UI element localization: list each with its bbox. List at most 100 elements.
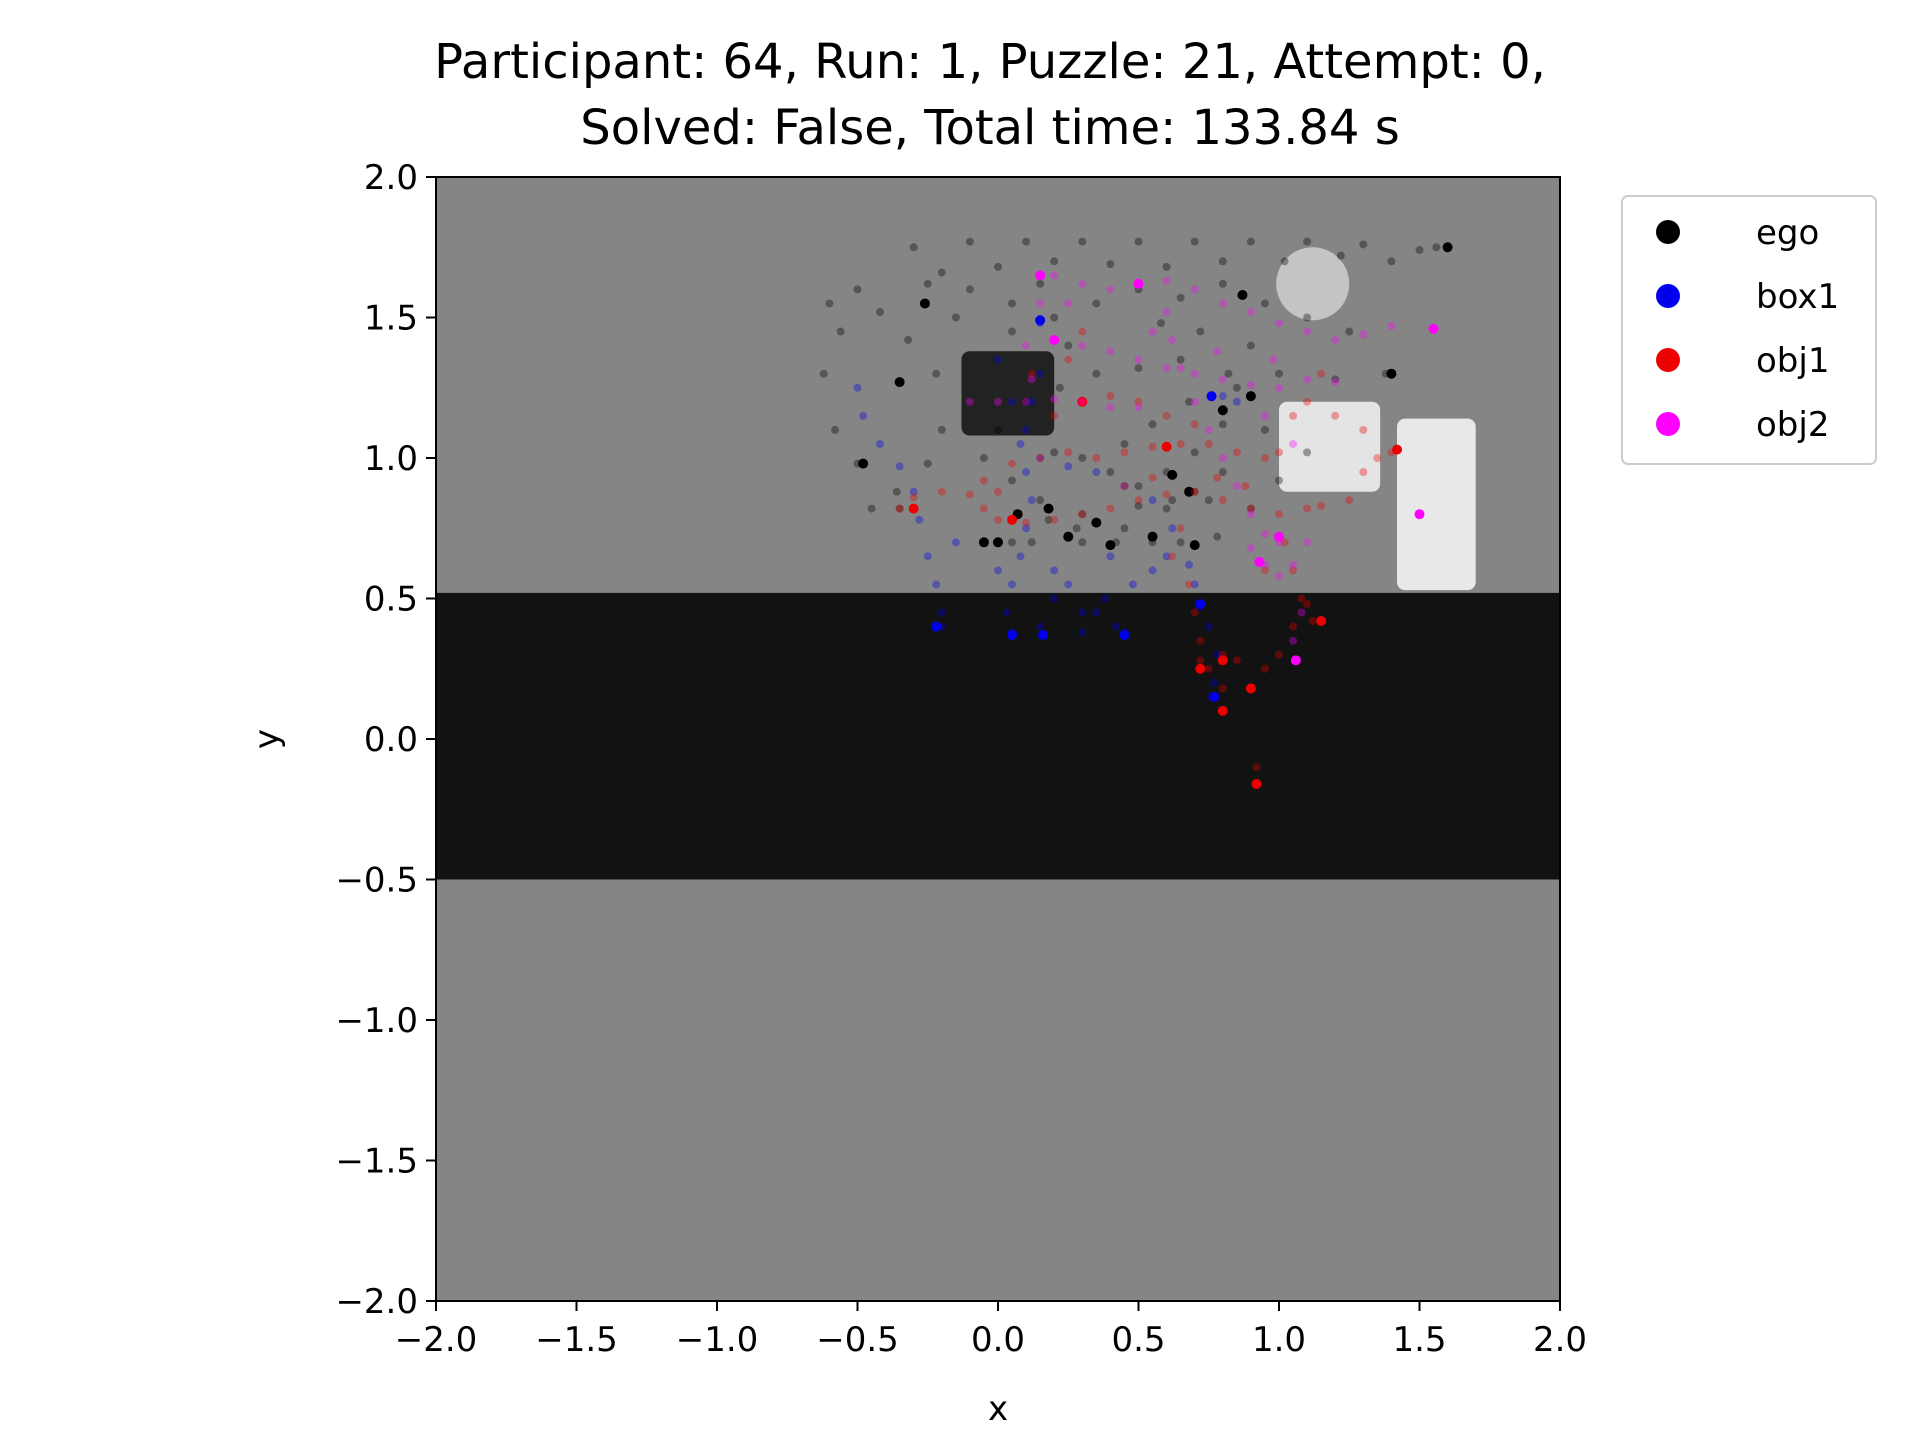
point-ego [1078,538,1087,547]
point-ego [1303,448,1312,457]
point-box1 [909,487,918,496]
point-ego [1022,397,1031,406]
point-ego [1246,504,1255,513]
point-box1 [1027,496,1036,505]
point-obj2 [1275,383,1283,392]
point-obj1 [895,504,904,513]
point-ego [1280,257,1289,266]
x-tick-label: 2.0 [1533,1320,1587,1360]
point-ego [1190,237,1199,246]
point-obj1 [1007,514,1018,525]
point-obj1 [1251,778,1262,789]
point-ego [1036,496,1045,505]
point-ego [1120,524,1129,533]
point-ego [951,313,960,322]
point-obj2 [1148,327,1157,336]
point-obj2 [1218,454,1227,462]
point-obj2 [1078,397,1087,406]
point-obj2 [1050,394,1059,403]
point-box1 [923,552,932,561]
point-ego [1237,290,1248,301]
x-axis-label: x [988,1389,1008,1429]
point-ego [1275,369,1283,378]
point-ego [1044,515,1053,524]
point-obj1 [1162,411,1171,420]
point-obj2 [1303,538,1312,547]
point-ego [1063,531,1074,542]
point-box1 [994,566,1002,575]
point-ego [937,268,946,277]
point-obj2 [1275,572,1283,581]
point-box1 [895,462,904,471]
x-tick-label: 1.5 [1392,1320,1446,1360]
point-box1 [1016,439,1025,448]
point-box1 [1204,622,1213,631]
point-ego [1167,469,1178,480]
point-obj1 [1252,763,1261,772]
point-obj1 [1260,566,1269,575]
series-ego [819,237,1453,551]
point-obj1 [1148,442,1157,451]
point-obj2 [1246,380,1255,389]
point-box1 [1035,315,1046,326]
point-obj1 [1162,490,1171,499]
point-obj1 [1190,608,1199,617]
x-tick-label: −2.0 [395,1320,478,1360]
point-ego [1213,532,1222,541]
point-box1 [1100,594,1109,603]
point-ego [1050,257,1059,266]
point-ego [1189,540,1200,551]
point-obj2 [1168,335,1177,344]
point-obj2 [1331,335,1340,344]
point-box1 [1148,566,1157,575]
point-obj1 [1245,683,1256,694]
light-box-1 [1279,401,1381,492]
legend-marker-box1 [1656,284,1680,308]
point-obj2 [1078,279,1087,288]
point-obj1 [1134,397,1143,406]
x-tick-label: −1.5 [535,1320,618,1360]
point-obj1 [1289,566,1298,575]
point-obj1 [1289,411,1298,420]
point-ego [1078,510,1087,519]
point-ego [1168,496,1177,505]
point-box1 [1036,369,1045,378]
point-ego [1148,420,1157,429]
point-box1 [1050,566,1059,575]
point-ego [1260,425,1269,434]
y-tick-label: −2.0 [335,1282,418,1322]
point-ego [1331,375,1340,384]
point-ego [1106,260,1115,269]
point-ego [1050,313,1059,322]
point-obj2 [965,397,974,406]
point-box1 [1106,552,1115,561]
point-ego [1432,243,1441,252]
legend-label-box1: box1 [1756,277,1839,317]
point-box1 [853,383,862,392]
point-obj2 [1190,369,1199,378]
y-tick-label: 1.0 [364,439,418,479]
point-box1 [951,538,960,547]
light-circle [1276,247,1350,321]
point-obj1 [965,490,974,499]
scatter-series-layer [819,237,1453,789]
point-ego [1415,246,1424,255]
point-obj1 [1217,655,1228,666]
point-obj1 [1280,538,1289,547]
point-box1 [1210,678,1219,687]
point-obj2 [1303,375,1312,384]
point-ego [1064,341,1073,350]
point-ego [1345,327,1354,336]
point-obj1 [1077,396,1088,407]
point-box1 [994,355,1002,364]
point-ego [1008,327,1017,336]
point-obj1 [1289,622,1298,631]
point-box1 [1218,392,1227,401]
point-obj1 [1297,594,1306,603]
point-ego [1386,368,1397,379]
point-ego [1260,299,1269,308]
point-obj1 [1217,705,1228,716]
point-obj2 [1134,355,1143,364]
point-obj1 [1008,459,1017,468]
point-obj2 [1035,270,1046,281]
